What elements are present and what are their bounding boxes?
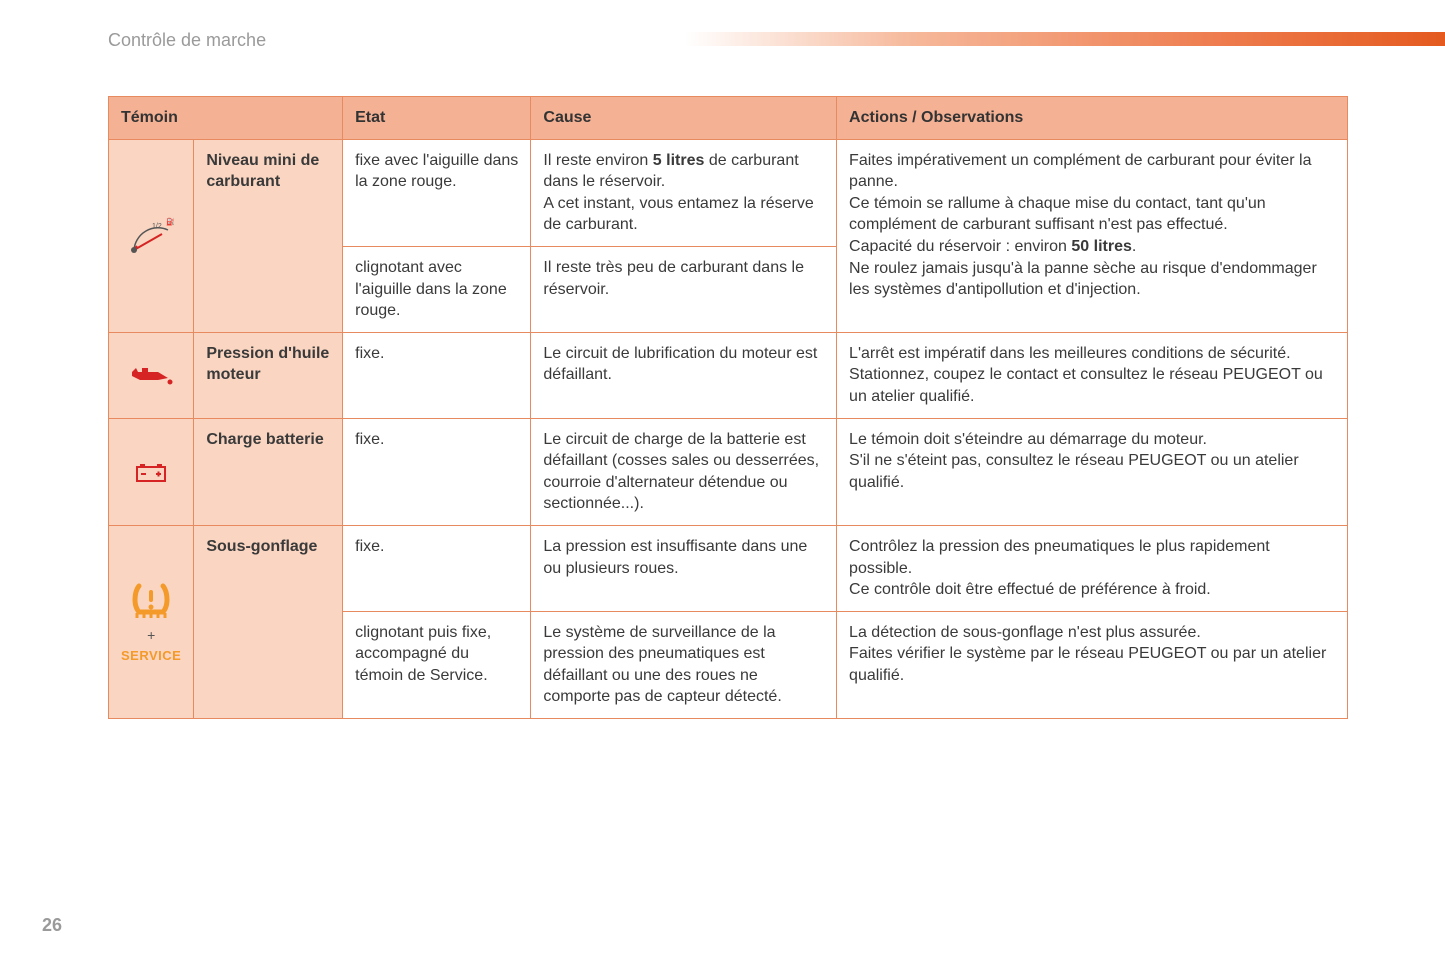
oil-name: Pression d'huile moteur xyxy=(194,332,343,418)
oil-cause: Le circuit de lubrification du moteur es… xyxy=(531,332,837,418)
header-etat: Etat xyxy=(343,97,531,140)
page-number: 26 xyxy=(42,915,62,936)
header-temoin: Témoin xyxy=(109,97,343,140)
table-row: Charge batterie fixe. Le circuit de char… xyxy=(109,418,1348,525)
table-row: ⛽ 1/2 Niveau mini de carburant fixe avec… xyxy=(109,139,1348,246)
fuel-gauge-icon-cell: ⛽ 1/2 xyxy=(109,139,194,332)
header-actions: Actions / Observations xyxy=(837,97,1348,140)
tyre-etat-1: fixe. xyxy=(343,525,531,611)
tyre-actions-1: Contrôlez la pression des pneumatiques l… xyxy=(837,525,1348,611)
header-gradient-band xyxy=(685,32,1445,46)
svg-text:⛽: ⛽ xyxy=(166,217,174,226)
fuel-cause-1-bold: 5 litres xyxy=(653,152,705,169)
tyre-actions-2: La détection de sous-gonflage n'est plus… xyxy=(837,611,1348,718)
oil-can-icon xyxy=(128,362,174,388)
tyre-cause-2: Le système de surveillance de la pressio… xyxy=(531,611,837,718)
fuel-cause-1: Il reste environ 5 litres de carburant d… xyxy=(531,139,837,246)
fuel-etat-2: clignotant avec l'aiguille dans la zone … xyxy=(343,246,531,332)
fuel-etat-1: fixe avec l'aiguille dans la zone rouge. xyxy=(343,139,531,246)
table-row: Pression d'huile moteur fixe. Le circuit… xyxy=(109,332,1348,418)
table-header-row: Témoin Etat Cause Actions / Observations xyxy=(109,97,1348,140)
fuel-actions: Faites impérativement un complément de c… xyxy=(837,139,1348,332)
oil-pressure-icon-cell xyxy=(109,332,194,418)
tyre-pressure-icon xyxy=(129,580,173,620)
oil-actions: L'arrêt est impératif dans les meilleure… xyxy=(837,332,1348,418)
battery-actions: Le témoin doit s'éteindre au démarrage d… xyxy=(837,418,1348,525)
battery-cause: Le circuit de charge de la batterie est … xyxy=(531,418,837,525)
tyre-name: Sous-gonflage xyxy=(194,525,343,718)
table-row: + SERVICE Sous-gonflage fixe. La pressio… xyxy=(109,525,1348,611)
fuel-name: Niveau mini de carburant xyxy=(194,139,343,332)
battery-icon xyxy=(131,459,171,485)
warning-lights-table: Témoin Etat Cause Actions / Observations… xyxy=(108,96,1348,719)
tyre-cause-1: La pression est insuffisante dans une ou… xyxy=(531,525,837,611)
plus-sign: + xyxy=(121,626,181,645)
fuel-cause-2: Il reste très peu de carburant dans le r… xyxy=(531,246,837,332)
fuel-gauge-icon: ⛽ 1/2 xyxy=(128,216,174,256)
battery-name: Charge batterie xyxy=(194,418,343,525)
battery-icon-cell xyxy=(109,418,194,525)
battery-etat: fixe. xyxy=(343,418,531,525)
svg-text:1/2: 1/2 xyxy=(152,223,162,230)
tyre-pressure-icon-cell: + SERVICE xyxy=(109,525,194,718)
section-title: Contrôle de marche xyxy=(108,30,266,51)
page-container: Contrôle de marche 26 Témoin Etat Cause … xyxy=(0,0,1445,964)
header-cause: Cause xyxy=(531,97,837,140)
fuel-cause-1-pre: Il reste environ xyxy=(543,152,652,169)
service-label: SERVICE xyxy=(121,647,181,665)
tyre-etat-2: clignotant puis fixe, accompagné du témo… xyxy=(343,611,531,718)
fuel-actions-bold: 50 litres xyxy=(1071,238,1131,255)
oil-etat: fixe. xyxy=(343,332,531,418)
